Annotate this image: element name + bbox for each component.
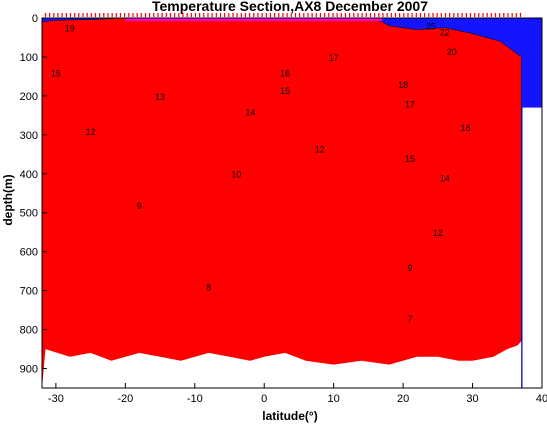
x-axis: -30 -20 -10 0 10 20 30 40 <box>48 383 547 405</box>
contour-label: 10 <box>231 170 241 180</box>
y-axis: 0 100 200 300 400 500 600 700 800 900 <box>20 13 47 376</box>
x-tick-label: 10 <box>328 393 340 405</box>
x-tick-label: 0 <box>261 393 267 405</box>
temperature-bands <box>42 18 542 388</box>
y-tick-label: 0 <box>32 13 38 25</box>
contour-label: 19 <box>65 24 75 34</box>
x-tick-label: -20 <box>117 393 133 405</box>
contour-label: 15 <box>51 68 61 78</box>
y-tick-label: 500 <box>20 208 38 220</box>
y-tick-label: 600 <box>20 247 38 259</box>
isotherm-band-warmest <box>125 18 383 22</box>
contour-label: 12 <box>315 144 325 154</box>
contour-label: 20 <box>447 47 457 57</box>
contour-label: 12 <box>86 127 96 137</box>
plot-frame <box>41 17 543 389</box>
contour-label: 9 <box>408 263 413 273</box>
contour-label: 14 <box>440 174 450 184</box>
contour-label: 16 <box>280 68 290 78</box>
y-tick-label: 100 <box>20 52 38 64</box>
y-tick-label: 300 <box>20 130 38 142</box>
isotherm-band-24 <box>42 18 522 388</box>
y-tick-label: 700 <box>20 286 38 298</box>
contour-label: 12 <box>433 228 443 238</box>
contour-label: 7 <box>408 314 413 324</box>
no-data-region <box>42 107 542 388</box>
x-tick-label: -30 <box>48 393 64 405</box>
contour-label: 15 <box>280 86 290 96</box>
contour-label: 9 <box>137 201 142 211</box>
contour-label: 18 <box>398 80 408 90</box>
x-axis-title: latitude(°) <box>262 409 317 423</box>
contour-label: 16 <box>461 123 471 133</box>
x-tick-label: 30 <box>466 393 478 405</box>
y-tick-label: 800 <box>20 325 38 337</box>
plot-area: 19 15 12 9 13 8 15 14 10 12 16 17 25 22 20 18 17 16 15 14 12… <box>42 18 542 388</box>
station-markers <box>44 13 522 17</box>
contour-label: 13 <box>155 92 165 102</box>
seafloor-mask <box>42 341 522 388</box>
contour-label: 14 <box>245 107 255 117</box>
east-mask <box>522 107 542 388</box>
y-tick-label: 900 <box>20 364 38 376</box>
y-tick-label: 200 <box>20 91 38 103</box>
chart-title: Temperature Section,AX8 December 2007 <box>152 0 428 14</box>
contour-label: 17 <box>405 100 415 110</box>
contour-label: 25 <box>426 22 436 32</box>
x-tick-label: 40 <box>536 393 547 405</box>
contour-labels: 19 15 12 9 13 8 15 14 10 12 16 17 25 22 20 18 17 16 15 14 12… <box>51 22 471 324</box>
contour-label: 15 <box>405 154 415 164</box>
contour-label: 8 <box>206 283 211 293</box>
contour-label: 22 <box>440 28 450 38</box>
y-axis-title: depth(m) <box>1 174 15 225</box>
contour-label: 17 <box>329 53 339 63</box>
x-tick-label: -10 <box>187 393 203 405</box>
x-tick-label: 20 <box>397 393 409 405</box>
y-tick-label: 400 <box>20 169 38 181</box>
